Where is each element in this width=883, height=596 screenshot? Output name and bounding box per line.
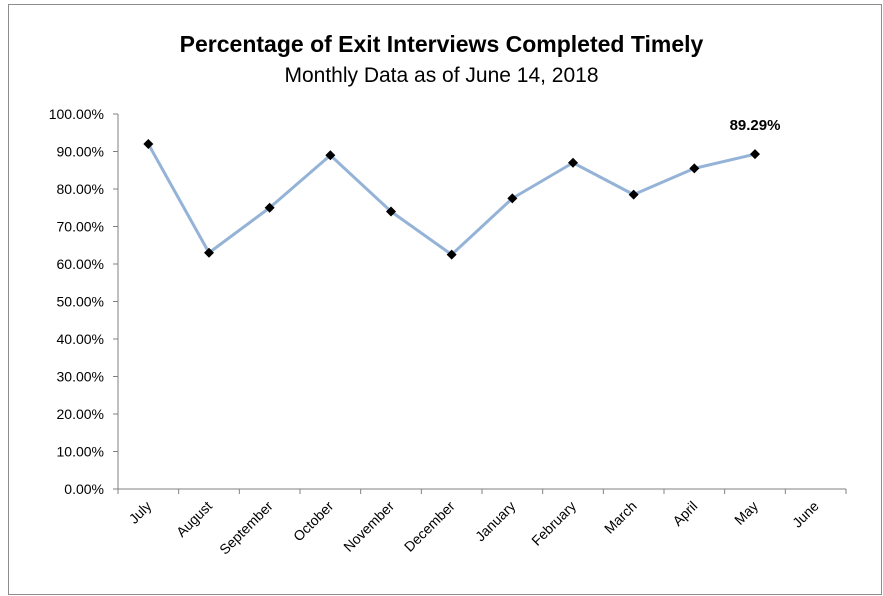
data-point-marker xyxy=(204,247,214,258)
x-tick-label: April xyxy=(669,498,700,529)
y-tick-label: 40.00% xyxy=(57,331,104,347)
data-point-marker xyxy=(750,149,760,160)
x-tick-label: July xyxy=(126,498,155,527)
data-point-marker xyxy=(628,189,639,200)
y-tick-label: 30.00% xyxy=(57,369,104,385)
data-point-marker xyxy=(386,206,396,217)
chart-frame xyxy=(8,4,882,595)
x-tick-label: February xyxy=(528,498,579,549)
data-point-marker xyxy=(507,193,518,204)
y-tick-label: 10.00% xyxy=(57,444,104,460)
x-tick-label: October xyxy=(290,498,337,545)
x-tick-label: November xyxy=(340,498,397,555)
y-tick-label: 80.00% xyxy=(57,181,104,197)
data-point-marker xyxy=(446,249,457,260)
series-line xyxy=(147,143,756,257)
data-label: 89.29% xyxy=(730,117,781,134)
y-tick-label: 60.00% xyxy=(57,256,104,272)
x-tick-label: March xyxy=(601,498,640,537)
chart-title: Percentage of Exit Interviews Completed … xyxy=(179,31,704,57)
y-tick-label: 90.00% xyxy=(57,144,104,160)
x-tick-label: June xyxy=(789,498,822,531)
x-tick-label: August xyxy=(173,498,215,540)
y-tick-label: 70.00% xyxy=(57,219,104,235)
data-point-marker xyxy=(689,163,700,174)
x-tick-label: January xyxy=(472,498,519,545)
data-point-marker xyxy=(325,150,336,161)
y-tick-label: 100.00% xyxy=(49,106,104,122)
y-tick-label: 0.00% xyxy=(64,481,104,497)
data-point-marker xyxy=(264,202,275,213)
x-tick-label: September xyxy=(216,498,276,558)
x-tick-label: May xyxy=(731,498,761,528)
chart-subtitle: Monthly Data as of June 14, 2018 xyxy=(284,64,599,87)
data-point-marker xyxy=(568,157,578,168)
x-tick-label: December xyxy=(401,498,458,555)
y-tick-label: 50.00% xyxy=(57,294,104,310)
data-point-marker xyxy=(143,139,154,149)
y-tick-label: 20.00% xyxy=(57,406,104,422)
